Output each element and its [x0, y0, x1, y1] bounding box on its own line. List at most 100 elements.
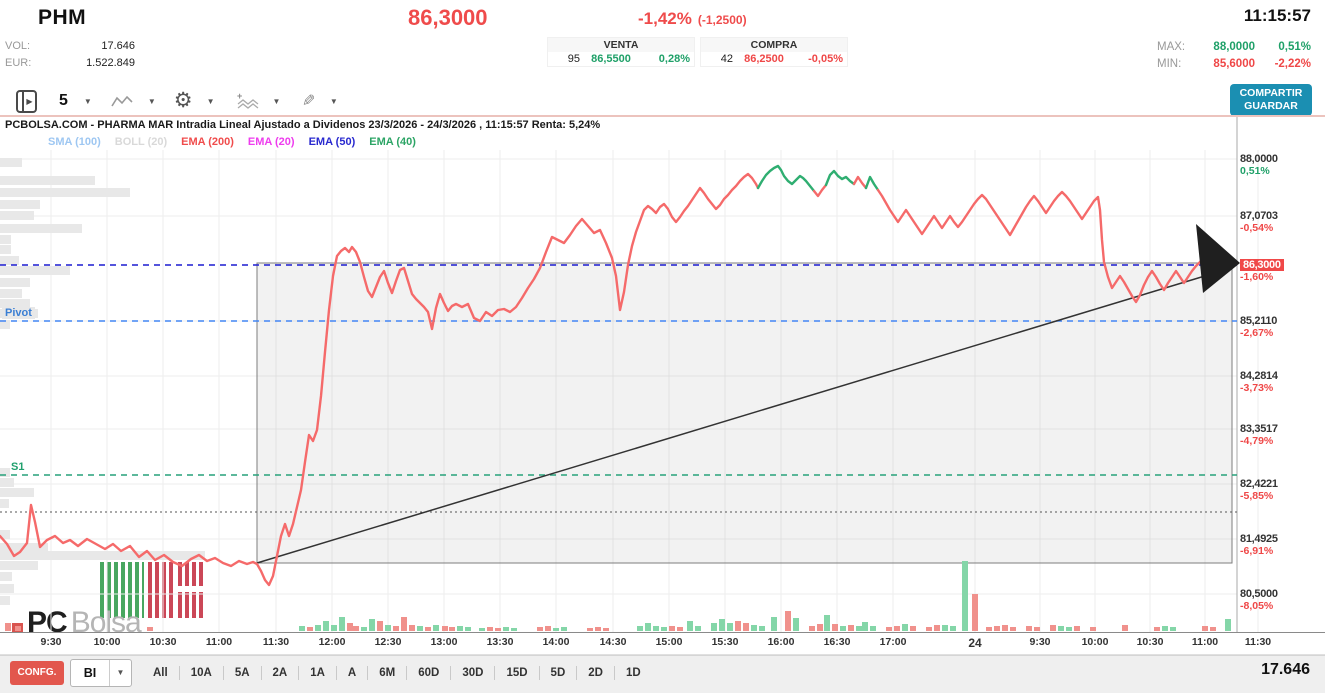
- volume-bar: [347, 623, 353, 631]
- range-button-1d[interactable]: 1D: [625, 667, 641, 679]
- range-button-2a[interactable]: 2A: [262, 666, 300, 680]
- mode-dropdown[interactable]: BI ▼: [70, 659, 132, 687]
- range-button-60d[interactable]: 60D: [407, 666, 452, 680]
- draw-tool-icon[interactable]: ✎: [302, 93, 316, 110]
- range-button-5d[interactable]: 5D: [540, 666, 578, 680]
- ask-box: COMPRA 42 86,2500 -0,05%: [700, 37, 848, 67]
- interval-caret-icon[interactable]: ▼: [83, 96, 92, 106]
- volume-bar: [934, 625, 940, 631]
- volume-bar: [377, 621, 383, 631]
- change-percent: -1,42%: [638, 9, 692, 28]
- volume-bar: [942, 625, 948, 631]
- volume-bar: [353, 626, 359, 631]
- range-button-all[interactable]: All: [142, 666, 180, 680]
- time-axis-label: 9:30: [40, 636, 62, 648]
- price-line-segment: [876, 188, 1234, 304]
- mode-value: BI: [83, 666, 97, 680]
- volume-bar: [902, 624, 908, 631]
- volume-bar: [751, 625, 757, 631]
- max-value: 88,0000: [1213, 41, 1255, 53]
- price-line-segment: [864, 175, 880, 192]
- volume-bar: [727, 623, 733, 631]
- volume-bar: [587, 628, 593, 631]
- volume-bar: [487, 627, 493, 631]
- volume-bar: [495, 628, 501, 631]
- trend-line[interactable]: [256, 271, 1219, 564]
- ask-title: COMPRA: [750, 39, 798, 51]
- volume-bar: [339, 617, 345, 631]
- time-axis-label: 12:30: [374, 636, 402, 648]
- add-indicator-icon[interactable]: +: [235, 91, 261, 111]
- time-axis-strip: [0, 632, 1325, 655]
- time-axis-label: 14:30: [599, 636, 627, 648]
- settings-caret-icon[interactable]: ▼: [206, 96, 215, 106]
- range-button-6m[interactable]: 6M: [368, 666, 408, 680]
- legend-item[interactable]: BOLL (20): [114, 136, 168, 148]
- volume-bar: [561, 627, 567, 631]
- config-button[interactable]: CONFG.: [10, 661, 64, 685]
- eur-row: EUR: 1.522.849: [5, 57, 135, 69]
- range-button-15d[interactable]: 15D: [495, 666, 540, 680]
- volume-bar: [848, 625, 854, 631]
- range-button-30d[interactable]: 30D: [451, 666, 496, 680]
- volume-bar: [695, 626, 701, 631]
- range-button-a[interactable]: A: [337, 666, 369, 680]
- volume-bar: [1002, 625, 1008, 631]
- volume-bar: [307, 627, 313, 631]
- volume-bar: [856, 626, 862, 631]
- max-percent: 0,51%: [1278, 41, 1311, 53]
- drawn-rectangle[interactable]: [256, 262, 1233, 564]
- axis-price: 82,4221: [1240, 478, 1278, 490]
- settings-gear-icon[interactable]: ⚙: [173, 89, 193, 112]
- max-row: MAX: 88,0000 0,51%: [1157, 41, 1311, 53]
- price-line-segment: [812, 183, 828, 198]
- range-button-5a[interactable]: 5A: [224, 666, 262, 680]
- volume-profile-bar: [0, 266, 70, 275]
- legend-item[interactable]: EMA (50): [308, 136, 356, 148]
- chart-type-caret-icon[interactable]: ▼: [147, 96, 156, 106]
- legend-item[interactable]: SMA (100): [48, 136, 101, 148]
- panel-toggle-icon[interactable]: ▶: [16, 89, 37, 113]
- legend-item[interactable]: EMA (200): [181, 136, 234, 148]
- volume-bar: [677, 627, 683, 631]
- volume-bar: [743, 623, 749, 631]
- last-price: 86,3000: [408, 5, 488, 30]
- add-indicator-caret-icon[interactable]: ▼: [272, 96, 281, 106]
- legend-item[interactable]: EMA (20): [247, 136, 295, 148]
- volume-profile-bar: [0, 211, 34, 220]
- price-line-segment: [852, 175, 868, 190]
- legend-item[interactable]: EMA (40): [369, 136, 416, 148]
- price-axis-label: 80,5000 -8,05%: [1240, 587, 1324, 612]
- svg-text:+: +: [237, 91, 242, 101]
- volume-bar: [870, 626, 876, 631]
- axis-price: 81,4925: [1240, 533, 1278, 545]
- volume-bar: [894, 626, 900, 631]
- trend-arrow-head[interactable]: [1196, 224, 1240, 293]
- volume-bar: [645, 623, 651, 631]
- volume-profile-bar: [0, 320, 10, 329]
- axis-percent: -8,05%: [1240, 600, 1274, 612]
- share-save-button[interactable]: COMPARTIR GUARDAR: [1230, 84, 1312, 116]
- volume-bar: [653, 626, 659, 631]
- range-button-1a[interactable]: 1A: [299, 666, 337, 680]
- price-axis-label: 83,3517 -4,79%: [1240, 422, 1324, 447]
- volume-profile-bar: [0, 543, 48, 552]
- price-axis-label: 88,0000 0,51%: [1240, 152, 1324, 177]
- footer-volume: 17.646: [1261, 661, 1310, 678]
- axis-percent: 0,51%: [1240, 165, 1270, 177]
- volume-bar: [711, 623, 717, 631]
- volume-bar: [785, 611, 791, 631]
- bid-quantity: 95: [567, 53, 580, 65]
- chart-type-icon[interactable]: [110, 93, 134, 109]
- range-button-10a[interactable]: 10A: [180, 666, 224, 680]
- time-axis-label: 14:00: [542, 636, 570, 648]
- volume-profile-bar: [0, 584, 14, 593]
- volume-bar: [553, 628, 559, 631]
- axis-percent: -4,79%: [1240, 435, 1274, 447]
- draw-tool-caret-icon[interactable]: ▼: [329, 96, 338, 106]
- volume-bar: [465, 627, 471, 631]
- range-button-2d[interactable]: 2D: [577, 666, 615, 680]
- volume-bar: [994, 626, 1000, 631]
- interval-value[interactable]: 5: [59, 92, 68, 109]
- volume-bar: [603, 628, 609, 631]
